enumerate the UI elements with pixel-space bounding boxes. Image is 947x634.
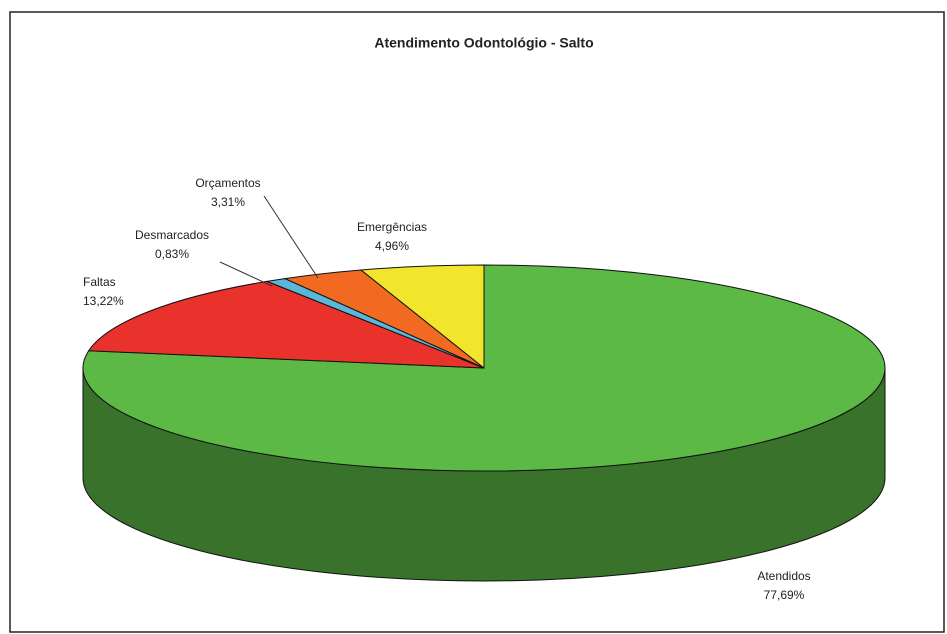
- leader-line: [219, 261, 273, 287]
- slice-value-label: 0,83%: [155, 247, 189, 261]
- slice-value-label: 4,96%: [375, 239, 409, 253]
- slice-label: Atendidos: [757, 569, 810, 583]
- slice-label: Desmarcados: [135, 228, 209, 242]
- slice-label: Emergências: [357, 220, 427, 234]
- pie-slice: [359, 264, 485, 370]
- slice-value-label: 13,22%: [83, 294, 124, 308]
- slice-label: Orçamentos: [195, 176, 260, 190]
- pie-slice: [87, 280, 485, 369]
- slice-value-label: 77,69%: [764, 588, 805, 602]
- slice-label: Faltas: [83, 275, 116, 289]
- slice-value-label: 3,31%: [211, 195, 245, 209]
- leader-line: [263, 195, 319, 279]
- chart-title: Atendimento Odontológio - Salto: [374, 35, 593, 51]
